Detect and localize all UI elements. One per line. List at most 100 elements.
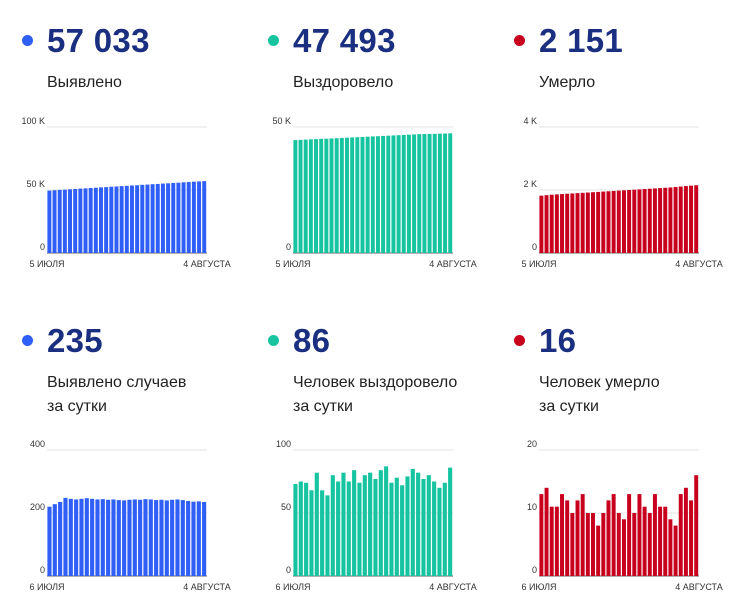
bar [175,499,180,576]
stat-label: Выявлено случаев [47,374,187,391]
stat-label: за сутки [47,398,107,415]
bar [386,135,391,253]
bar [119,186,124,253]
bar [575,193,580,253]
bar [375,136,380,253]
bar [93,187,98,253]
x-tick-label: 6 ИЮЛЯ [29,582,64,592]
bar-chart: 0 200 400 6 ИЮЛЯ 4 АВГУСТА [29,439,230,592]
bar [314,139,319,253]
bar [320,490,325,576]
bar [560,194,565,253]
y-tick-label: 50 K [26,179,45,189]
bar [191,181,196,253]
stat-label: за сутки [293,398,353,415]
y-tick-label: 0 [286,242,291,252]
bar [637,494,642,576]
bar [62,189,67,253]
bar [658,188,663,253]
bar [611,190,616,253]
bar [171,182,176,253]
bar [325,495,330,576]
bar [611,494,616,576]
bar [202,181,207,253]
bar-chart: 0 2 K 4 K 5 ИЮЛЯ 4 АВГУСТА [521,116,722,269]
x-tick-label: 4 АВГУСТА [183,259,231,269]
bar [394,477,399,576]
bar [668,187,673,253]
bar-chart: 0 50 K 5 ИЮЛЯ 4 АВГУСТА [272,116,476,269]
series-dot-icon [22,35,33,46]
bar [293,484,298,576]
bar [308,139,313,253]
bar [406,134,411,253]
bar [84,498,89,576]
stat-label: Выздоровело [293,74,394,91]
bar [596,525,601,576]
bar [601,513,606,576]
bar [601,191,606,253]
bar [426,475,431,576]
bar [417,134,422,253]
bar [79,498,84,576]
bar [135,185,140,253]
bar [155,183,160,253]
bar [427,133,432,253]
series-dot-icon [514,335,525,346]
bar [416,472,421,576]
bar [341,472,346,576]
y-tick-label: 2 K [523,179,537,189]
bar [52,504,57,576]
bar [391,135,396,253]
bar [52,190,57,253]
bar [127,499,132,576]
bar [591,192,595,253]
bar [140,184,145,253]
bar [350,137,355,253]
stat-value: 2 151 [539,22,624,59]
bar [448,467,453,576]
bar [304,482,309,576]
x-tick-label: 5 ИЮЛЯ [29,259,64,269]
bar [389,482,394,576]
bar [544,487,549,576]
bar [186,182,191,253]
stat-value: 16 [539,322,577,359]
bar [606,500,611,576]
stat-value: 57 033 [47,22,150,59]
y-tick-label: 4 K [523,116,537,126]
bar [647,188,652,253]
bar-chart: 0 50 100 6 ИЮЛЯ 4 АВГУСТА [275,439,476,592]
stat-value: 86 [293,322,331,359]
stat-value: 235 [47,322,103,359]
bar [197,181,202,253]
bar [448,133,453,253]
bar [400,485,405,576]
bar [104,187,109,253]
bar-chart: 0 10 20 6 ИЮЛЯ 4 АВГУСТА [521,439,722,592]
bar [560,494,565,576]
bar [122,500,127,576]
bar [202,501,207,576]
bar [68,498,73,576]
y-tick-label: 50 [281,502,291,512]
bar [73,188,78,253]
bar [298,139,303,253]
stat-label: Человек умерло [539,374,660,391]
bar [596,191,601,253]
y-tick-label: 400 [30,439,45,449]
stat-label: за сутки [539,398,599,415]
bar [422,134,427,253]
bar-chart: 0 50 K 100 K 5 ИЮЛЯ 4 АВГУСТА [21,116,230,269]
stat-label: Человек выздоровело [293,374,458,391]
bar [111,499,116,576]
bar [143,499,148,576]
bar [678,494,683,576]
bar [74,499,79,576]
bar [539,195,544,253]
bar [148,499,153,576]
bar [412,134,417,253]
bar [621,190,626,253]
stat-label: Умерло [539,74,596,91]
bar [88,187,93,253]
